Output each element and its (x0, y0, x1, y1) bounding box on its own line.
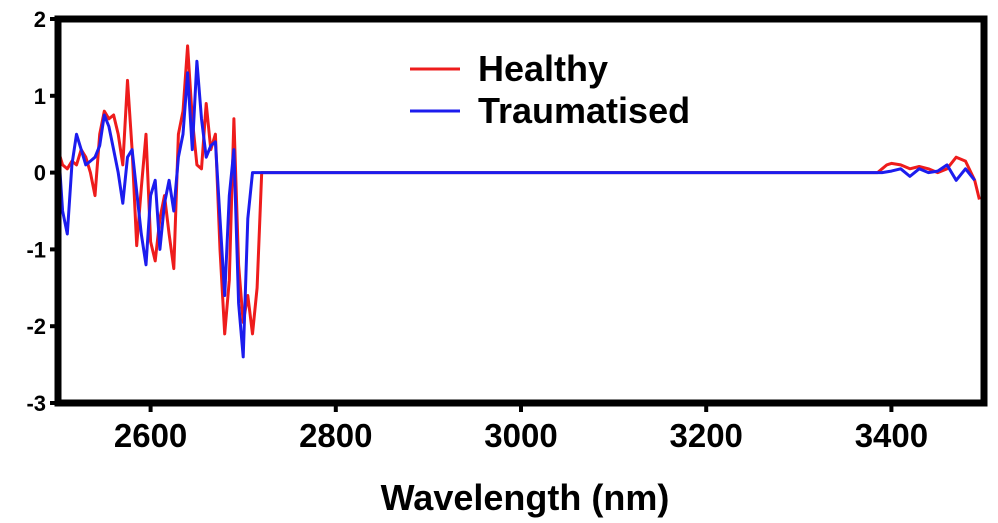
x-tick-label: 3000 (484, 417, 557, 454)
tick-layer: -3 -2 -1 0 1 2 2600 2800 3000 3200 3400 (26, 7, 928, 454)
x-axis-title: Wavelength (nm) (381, 477, 670, 518)
series-layer (56, 44, 981, 359)
legend-label-traumatised: Traumatised (478, 90, 690, 131)
x-tick-label: 2600 (114, 417, 187, 454)
series-line-traumatised (56, 59, 976, 359)
x-tick-label: 3400 (855, 417, 928, 454)
legend-label-healthy: Healthy (478, 48, 608, 89)
y-tick-label: -1 (26, 237, 46, 262)
y-tick-label: 0 (34, 161, 46, 186)
y-tick-label: -2 (26, 314, 46, 339)
y-tick-label: 2 (34, 7, 46, 32)
y-tick-label: 1 (34, 84, 46, 109)
y-tick-label: -3 (26, 391, 46, 416)
x-tick-label: 3200 (669, 417, 742, 454)
x-tick-label: 2800 (299, 417, 372, 454)
